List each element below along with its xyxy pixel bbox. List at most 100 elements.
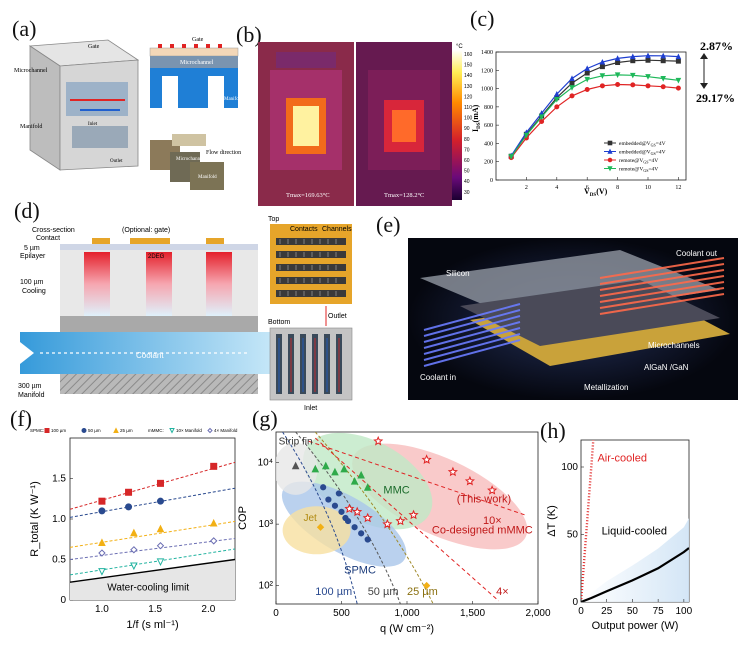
data-point-c [553, 97, 560, 103]
text-coolant-out: Coolant out [676, 249, 718, 258]
text-contact: Contact [36, 235, 60, 242]
scale-tick-label: 120 [464, 94, 473, 100]
text-300um: 300 µm [18, 383, 42, 390]
legend-label-c: embedded@VGS=4V [619, 141, 666, 148]
axes-c: 2 4 6 8 10 12 0 200 400 600 800 1000 1200 1400 [481, 50, 681, 191]
data-point-c [584, 76, 591, 83]
legend-label-f: 25 µm [120, 428, 133, 433]
xlabel-g: q (W cm⁻²) [380, 623, 434, 635]
data-point-mmc [331, 467, 339, 476]
data-point-this-work [408, 509, 419, 520]
label-10x: 10× [483, 515, 502, 527]
y-tick-label-c: 200 [484, 160, 493, 166]
scale-tick-label: 70 [464, 147, 470, 153]
legend-marker-f [169, 428, 175, 434]
panel-a: (a) Gate Microchannel Manifold Inlet Out… [12, 16, 243, 190]
text-gate-2: Gate [192, 37, 204, 43]
text-2deg: 2DEG [148, 254, 165, 260]
data-point-f [125, 488, 133, 496]
scale-tick-label: 100 [464, 116, 473, 122]
xlabel-c: VDS(V) [584, 187, 608, 198]
data-point-spmc [338, 508, 345, 515]
contact-pad [130, 238, 170, 244]
text-flow-direction: Flow direction [206, 150, 241, 156]
annotation-bottom: 29.17% [696, 91, 735, 105]
legend-marker-c [607, 157, 613, 163]
scale-tick-label: 60 [464, 158, 470, 164]
fit-line-f [70, 487, 235, 518]
data-point-this-work [421, 454, 432, 464]
data-point-mmc [363, 483, 372, 491]
ylabel-f: R_total (K W⁻¹) [29, 481, 41, 556]
data-point-f [130, 528, 138, 537]
legend-f: SPMC: 100 µm 50 µm 25 µm mMMC: 10× Manifold 4×… [30, 427, 238, 434]
x-tick-label-g: 1,000 [394, 608, 419, 619]
top-view-channels [276, 238, 346, 297]
data-point-mmc [350, 477, 359, 485]
data-point-c [675, 85, 681, 91]
text-epilayer: Epilayer [20, 253, 46, 260]
gate-finger [158, 44, 162, 48]
data-point-c [584, 86, 590, 92]
axes-h: 0 25 50 75 100 0 50 100 Output power (W) ΔT (K) [546, 462, 693, 632]
legend-label-c: embedded@VGS=4V [619, 150, 666, 157]
panel-g-label: (g) [252, 406, 278, 431]
y-tick-label-c: 600 [484, 123, 493, 129]
scale-tick-label: 130 [464, 84, 473, 90]
data-point-f [98, 568, 106, 576]
data-point-f [210, 462, 218, 470]
data-point-spmc [320, 484, 327, 491]
trend-25um [314, 432, 434, 604]
data-point-c [599, 73, 606, 79]
data-point-c [538, 114, 545, 121]
data-point-c [630, 58, 636, 64]
label-codesigned: Co-designed mMMC [432, 524, 533, 536]
text-coolant: Coolant [136, 351, 164, 360]
manifold-block [190, 162, 224, 190]
legend-label-f: 100 µm [51, 428, 66, 433]
plot-area-h: Air-cooled Liquid-cooled [581, 440, 689, 602]
scale-tick-label: 50 [464, 169, 470, 175]
x-tick-label-g: 500 [333, 608, 350, 619]
data-point-c [553, 90, 560, 97]
x-tick-label-c: 4 [555, 185, 558, 191]
legend-label-f: 50 µm [88, 428, 101, 433]
data-point-spmc [331, 502, 339, 509]
legend-marker-f [113, 427, 119, 433]
data-point-c [630, 82, 636, 88]
plot-area-c [508, 52, 682, 161]
label-liquid-cooled: Liquid-cooled [602, 526, 667, 538]
label-50um: 50 µm [368, 586, 399, 598]
scale-tick-label: 140 [464, 73, 473, 79]
legend-marker-f [81, 428, 87, 433]
thermal-region [276, 52, 336, 68]
data-point-f [209, 518, 218, 527]
contact-pad [92, 238, 110, 244]
data-point-c [645, 83, 651, 89]
thermal-hotspot-core [293, 106, 319, 146]
water-cooling-limit-line [70, 558, 235, 583]
panel-f-label: (f) [10, 406, 32, 431]
label-spmc: SPMC [344, 564, 376, 576]
data-point-c [599, 83, 605, 89]
data-point-f [156, 479, 164, 487]
coolant-channel [20, 332, 272, 374]
y-tick-label-f: 1.0 [52, 514, 66, 525]
data-point-spmc [364, 536, 371, 543]
data-point-mmc [321, 461, 330, 470]
top-channel-row [276, 277, 346, 284]
data-point-spmc [351, 524, 358, 531]
panel-c: (c) 2 4 6 8 10 12 0 200 400 600 800 1000 1200 1400 em… [470, 6, 735, 198]
panel-e-label: (e) [376, 212, 400, 237]
trend-4x [314, 437, 500, 602]
legend-label-f: 4× Manifold [214, 428, 238, 433]
scale-tick-label: 40 [464, 179, 470, 185]
plot-area-f: Water-cooling limit [70, 461, 235, 600]
coolant-in-stream [423, 333, 521, 361]
trend-10x [308, 440, 526, 516]
y-tick-label-c: 800 [484, 105, 493, 111]
data-point-c [599, 58, 606, 65]
data-point-this-work [487, 485, 498, 495]
panel-a-label: (a) [12, 16, 36, 41]
